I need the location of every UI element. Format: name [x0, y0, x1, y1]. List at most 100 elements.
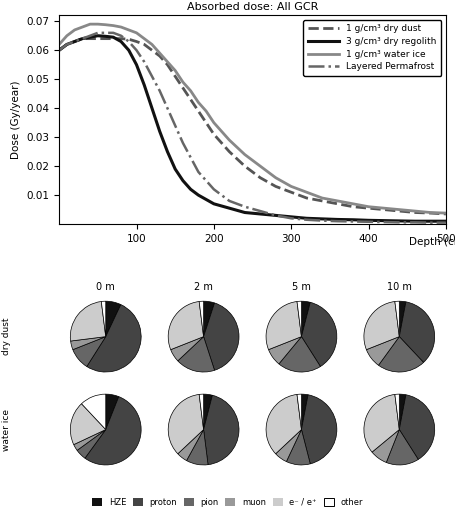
1 g/cm³ dry dust — [134, 39, 139, 45]
1 g/cm³ dry dust — [273, 183, 278, 190]
3 g/cm³ dry regolith — [366, 217, 371, 224]
1 g/cm³ water ice — [335, 198, 340, 204]
Wedge shape — [266, 394, 302, 454]
3 g/cm³ dry regolith — [443, 218, 449, 225]
1 g/cm³ dry dust — [172, 73, 178, 79]
3 g/cm³ dry regolith — [142, 82, 147, 88]
Layered Permafrost — [149, 73, 155, 79]
Wedge shape — [101, 301, 106, 337]
Wedge shape — [364, 301, 399, 350]
1 g/cm³ water ice — [56, 41, 62, 47]
1 g/cm³ water ice — [304, 189, 309, 195]
Layered Permafrost — [87, 32, 93, 39]
Wedge shape — [178, 337, 215, 372]
1 g/cm³ water ice — [157, 50, 162, 56]
1 g/cm³ water ice — [149, 41, 155, 47]
Wedge shape — [302, 302, 337, 367]
Wedge shape — [71, 301, 106, 341]
Wedge shape — [203, 301, 215, 337]
3 g/cm³ dry regolith — [273, 212, 278, 218]
1 g/cm³ water ice — [103, 22, 108, 28]
Layered Permafrost — [304, 217, 309, 223]
1 g/cm³ water ice — [80, 24, 85, 30]
3 g/cm³ dry regolith — [397, 218, 402, 224]
Wedge shape — [71, 337, 106, 350]
1 g/cm³ dry dust — [180, 85, 186, 91]
1 g/cm³ dry dust — [366, 205, 371, 211]
Wedge shape — [399, 394, 406, 430]
3 g/cm³ dry regolith — [258, 211, 263, 217]
1 g/cm³ water ice — [227, 137, 232, 143]
Layered Permafrost — [157, 88, 162, 94]
Wedge shape — [203, 394, 212, 430]
1 g/cm³ dry dust — [196, 108, 201, 114]
1 g/cm³ water ice — [72, 27, 77, 33]
1 g/cm³ water ice — [172, 67, 178, 74]
1 g/cm³ water ice — [288, 183, 294, 190]
1 g/cm³ dry dust — [319, 198, 325, 204]
1 g/cm³ dry dust — [242, 163, 248, 169]
1 g/cm³ water ice — [165, 59, 170, 65]
Layered Permafrost — [103, 30, 108, 36]
1 g/cm³ dry dust — [304, 195, 309, 201]
Layered Permafrost — [412, 219, 418, 226]
Layered Permafrost — [397, 219, 402, 226]
Wedge shape — [77, 430, 106, 458]
1 g/cm³ water ice — [196, 99, 201, 106]
Wedge shape — [178, 430, 203, 460]
1 g/cm³ dry dust — [87, 36, 93, 42]
1 g/cm³ dry dust — [157, 53, 162, 59]
1 g/cm³ dry dust — [428, 210, 433, 216]
Title: Absorbed dose: All GCR: Absorbed dose: All GCR — [187, 2, 318, 12]
Text: dry dust: dry dust — [2, 318, 11, 355]
3 g/cm³ dry regolith — [188, 186, 193, 193]
3 g/cm³ dry regolith — [72, 39, 77, 45]
Wedge shape — [266, 301, 302, 350]
1 g/cm³ water ice — [443, 210, 449, 216]
Layered Permafrost — [227, 198, 232, 204]
1 g/cm³ dry dust — [56, 47, 62, 54]
1 g/cm³ water ice — [397, 207, 402, 213]
1 g/cm³ dry dust — [381, 207, 387, 213]
Title: 0 m: 0 m — [96, 282, 115, 291]
1 g/cm³ water ice — [381, 205, 387, 211]
Wedge shape — [372, 430, 399, 462]
Layered Permafrost — [80, 36, 85, 42]
3 g/cm³ dry regolith — [211, 201, 217, 207]
Wedge shape — [379, 337, 424, 372]
Layered Permafrost — [165, 105, 170, 111]
Wedge shape — [106, 301, 121, 337]
Layered Permafrost — [188, 154, 193, 161]
1 g/cm³ water ice — [211, 119, 217, 126]
1 g/cm³ dry dust — [72, 39, 77, 45]
3 g/cm³ dry regolith — [412, 218, 418, 225]
Title: 2 m: 2 m — [194, 282, 213, 291]
1 g/cm³ water ice — [366, 203, 371, 210]
Wedge shape — [168, 394, 203, 454]
1 g/cm³ water ice — [188, 88, 193, 94]
Layered Permafrost — [172, 123, 178, 129]
3 g/cm³ dry regolith — [87, 34, 93, 40]
Layered Permafrost — [428, 219, 433, 226]
3 g/cm³ dry regolith — [288, 214, 294, 220]
3 g/cm³ dry regolith — [64, 41, 70, 47]
3 g/cm³ dry regolith — [227, 205, 232, 211]
Layered Permafrost — [211, 186, 217, 193]
1 g/cm³ water ice — [118, 24, 124, 30]
1 g/cm³ dry dust — [118, 36, 124, 42]
Wedge shape — [297, 301, 302, 337]
1 g/cm³ dry dust — [258, 175, 263, 181]
1 g/cm³ dry dust — [443, 211, 449, 217]
1 g/cm³ dry dust — [211, 131, 217, 138]
3 g/cm³ dry regolith — [95, 32, 101, 39]
3 g/cm³ dry regolith — [118, 39, 124, 45]
Wedge shape — [395, 301, 399, 337]
Layered Permafrost — [381, 219, 387, 225]
Y-axis label: Dose (Gy/year): Dose (Gy/year) — [11, 80, 21, 159]
Wedge shape — [302, 394, 308, 430]
Layered Permafrost — [95, 30, 101, 36]
Line: 1 g/cm³ water ice: 1 g/cm³ water ice — [59, 24, 446, 213]
1 g/cm³ water ice — [428, 210, 433, 216]
Wedge shape — [279, 337, 320, 372]
Wedge shape — [74, 430, 106, 450]
